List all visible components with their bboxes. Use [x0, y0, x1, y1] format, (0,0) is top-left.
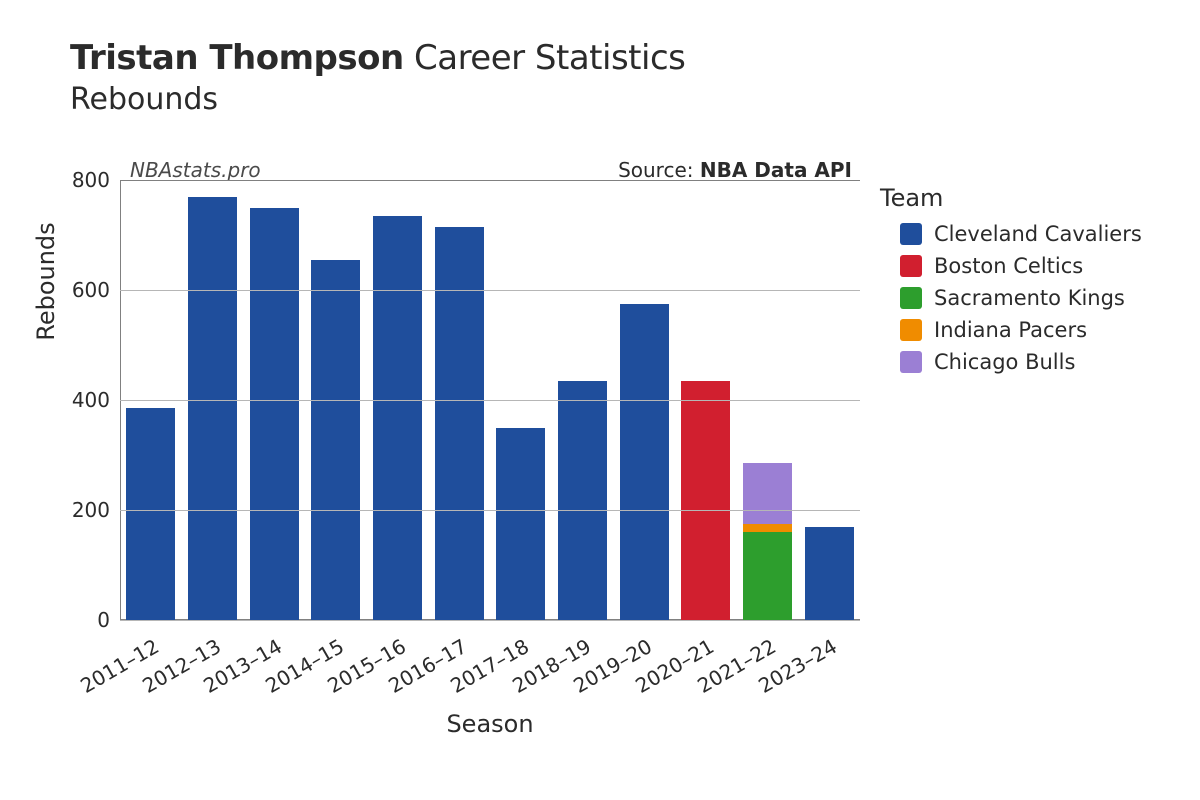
- legend-item: Indiana Pacers: [900, 318, 1142, 342]
- bar-segment: [743, 532, 792, 620]
- chart-root: Tristan Thompson Career Statistics Rebou…: [0, 0, 1200, 800]
- bar-segment: [496, 428, 545, 621]
- y-tick-label: 600: [50, 278, 110, 302]
- player-name: Tristan Thompson: [70, 38, 404, 78]
- bar-segment: [805, 527, 854, 621]
- legend-label: Indiana Pacers: [934, 318, 1087, 342]
- bar-segment: [743, 463, 792, 524]
- legend-swatch: [900, 223, 922, 245]
- legend: Team Cleveland Cavaliers Boston Celtics Sa…: [880, 184, 1142, 382]
- grid-line: [120, 290, 860, 291]
- y-tick-label: 800: [50, 168, 110, 192]
- bar-segment: [743, 524, 792, 532]
- legend-title: Team: [880, 184, 1142, 212]
- chart-title: Tristan Thompson Career Statistics: [70, 38, 685, 78]
- bar-segment: [188, 197, 237, 621]
- bar-segment: [620, 304, 669, 620]
- y-tick-label: 200: [50, 498, 110, 522]
- bar-segment: [435, 227, 484, 620]
- grid-line: [120, 510, 860, 511]
- legend-label: Chicago Bulls: [934, 350, 1075, 374]
- bar-segment: [311, 260, 360, 620]
- legend-swatch: [900, 319, 922, 341]
- legend-label: Boston Celtics: [934, 254, 1083, 278]
- legend-label: Cleveland Cavaliers: [934, 222, 1142, 246]
- legend-swatch: [900, 287, 922, 309]
- y-tick-label: 400: [50, 388, 110, 412]
- source-prefix: Source:: [618, 158, 700, 182]
- bar-segment: [250, 208, 299, 621]
- bar-segment: [681, 381, 730, 620]
- grid-line: [120, 400, 860, 401]
- chart-title-block: Tristan Thompson Career Statistics Rebou…: [70, 38, 685, 117]
- legend-item: Cleveland Cavaliers: [900, 222, 1142, 246]
- watermark-text: NBAstats.pro: [130, 158, 261, 182]
- legend-swatch: [900, 255, 922, 277]
- source-name: NBA Data API: [700, 158, 852, 182]
- bar-segment: [558, 381, 607, 620]
- chart-subtitle: Rebounds: [70, 82, 685, 117]
- bar-segment: [373, 216, 422, 620]
- x-axis-label: Season: [120, 710, 860, 738]
- legend-swatch: [900, 351, 922, 373]
- legend-item: Boston Celtics: [900, 254, 1142, 278]
- bar-segment: [126, 408, 175, 620]
- grid-line: [120, 620, 860, 621]
- legend-label: Sacramento Kings: [934, 286, 1125, 310]
- grid-line: [120, 180, 860, 181]
- legend-item: Chicago Bulls: [900, 350, 1142, 374]
- source-text: Source: NBA Data API: [618, 158, 852, 182]
- y-tick-label: 0: [50, 608, 110, 632]
- legend-items: Cleveland Cavaliers Boston Celtics Sacrame…: [880, 222, 1142, 374]
- plot-area: 2011–122012–132013–142014–152015–162016–…: [120, 180, 860, 620]
- legend-item: Sacramento Kings: [900, 286, 1142, 310]
- title-suffix: Career Statistics: [414, 38, 685, 78]
